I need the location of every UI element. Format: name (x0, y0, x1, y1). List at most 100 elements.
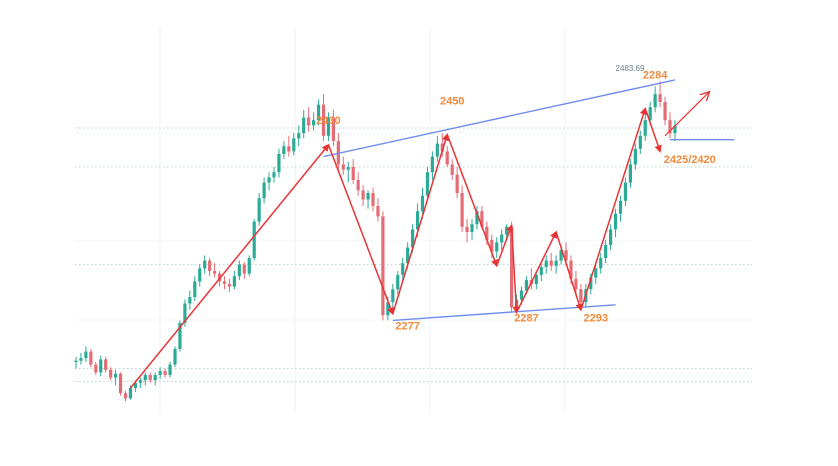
candle-body-3 (89, 351, 93, 365)
candle-body-76 (450, 164, 454, 175)
candle-body-80 (470, 224, 474, 232)
channel-lines (323, 79, 735, 322)
candle-body-7 (109, 369, 113, 378)
wave-segment-2 (392, 133, 450, 315)
candle-body-41 (277, 154, 281, 173)
candle-body-118 (658, 94, 662, 102)
candle-body-112 (628, 164, 632, 183)
candle-body-17 (158, 371, 162, 375)
candle-body-120 (668, 120, 672, 134)
wave-label-0: 2430 (316, 115, 340, 127)
candle-body-114 (638, 135, 642, 149)
candle-body-37 (257, 198, 261, 222)
candle-body-1 (79, 358, 83, 361)
candle-body-86 (500, 234, 504, 243)
candle-body-4 (94, 364, 98, 373)
candle-body-77 (455, 174, 459, 193)
channel-line-upper (323, 79, 676, 158)
candle-body-96 (549, 260, 553, 266)
candle-body-15 (148, 375, 152, 381)
candle-body-52 (331, 117, 335, 141)
candle-body-47 (307, 117, 311, 126)
candle-body-95 (544, 260, 548, 268)
wave-segment-0 (129, 143, 330, 389)
candle-body-49 (316, 104, 321, 121)
candle-body-33 (237, 264, 241, 277)
candle-body-12 (133, 382, 137, 388)
candle-body-40 (272, 172, 276, 178)
candle-body-61 (376, 206, 380, 217)
candle-body-18 (163, 371, 167, 375)
candle-body-64 (391, 289, 395, 303)
wave-label-6: 2425/2420 (664, 154, 716, 166)
candle-body-69 (415, 211, 420, 230)
candle-body-59 (366, 193, 370, 200)
candle-body-94 (539, 267, 543, 275)
candle-body-19 (168, 364, 172, 375)
candle-body-62 (381, 216, 385, 316)
candle-body-82 (480, 211, 484, 227)
candle-body-26 (203, 260, 207, 269)
candle-body-99 (564, 250, 568, 261)
wave-labels: 2430 2450 2277 2287 2293 2284 2425/2420 2483.69 (316, 64, 716, 333)
candle-body-65 (396, 274, 400, 290)
candle-body-13 (138, 380, 142, 383)
candle-body-9 (118, 373, 123, 394)
wave-segment-6 (515, 230, 557, 313)
candle-body-28 (213, 271, 217, 274)
candle-body-97 (554, 260, 558, 266)
candle-body-121 (673, 125, 677, 134)
candle-body-50 (321, 104, 326, 136)
candle-body-73 (435, 143, 439, 157)
candle-body-38 (262, 182, 266, 199)
candle-body-20 (173, 349, 177, 365)
candle-body-57 (356, 180, 360, 191)
candle-body-117 (653, 94, 657, 108)
wave-segment-8 (580, 107, 647, 311)
candle-body-22 (183, 303, 187, 323)
candle-body-45 (297, 133, 301, 139)
candle-body-72 (430, 156, 434, 173)
candle-body-14 (143, 375, 147, 381)
candle-body-56 (351, 167, 355, 180)
dotted-levels (75, 127, 752, 382)
wave-label-2: 2277 (395, 321, 419, 333)
wave-label-5: 2284 (643, 70, 668, 82)
candle-body-35 (247, 258, 251, 274)
price-marker-label: 2483.69 (616, 64, 645, 73)
candle-body-5 (99, 359, 103, 373)
candle-body-31 (227, 284, 232, 287)
candle-body-25 (198, 268, 202, 282)
candle-body-55 (346, 167, 350, 170)
candle-body-58 (361, 190, 365, 200)
candle-body-27 (208, 260, 212, 271)
candle-body-67 (406, 247, 410, 264)
candle-body-119 (663, 102, 667, 121)
projection-arrow (664, 92, 710, 137)
candle-body-115 (643, 120, 647, 136)
wave-segment-1 (327, 144, 395, 316)
candle-body-90 (519, 290, 524, 300)
candle-body-46 (302, 117, 306, 134)
candle-body-85 (495, 242, 499, 252)
wave-segment-3 (446, 134, 499, 268)
candle-body-10 (123, 393, 128, 399)
wave-segment-9 (644, 108, 662, 153)
candle-body-75 (445, 151, 449, 165)
candle-body-0 (74, 360, 78, 362)
candle-body-79 (465, 226, 469, 232)
candle-body-23 (188, 297, 192, 304)
candle-body-43 (287, 146, 291, 152)
wave-segment-5 (510, 225, 520, 315)
candle-body-11 (128, 388, 133, 399)
candle-body-8 (114, 373, 118, 378)
candle-body-36 (252, 221, 256, 258)
candle-body-68 (411, 229, 415, 248)
wave-segment-4 (496, 224, 514, 267)
candle-body-34 (242, 264, 246, 274)
candle-body-24 (193, 281, 197, 297)
candle-body-6 (104, 359, 108, 370)
candle-body-111 (623, 182, 628, 201)
candle-body-42 (282, 146, 286, 154)
candle-body-39 (267, 177, 271, 183)
